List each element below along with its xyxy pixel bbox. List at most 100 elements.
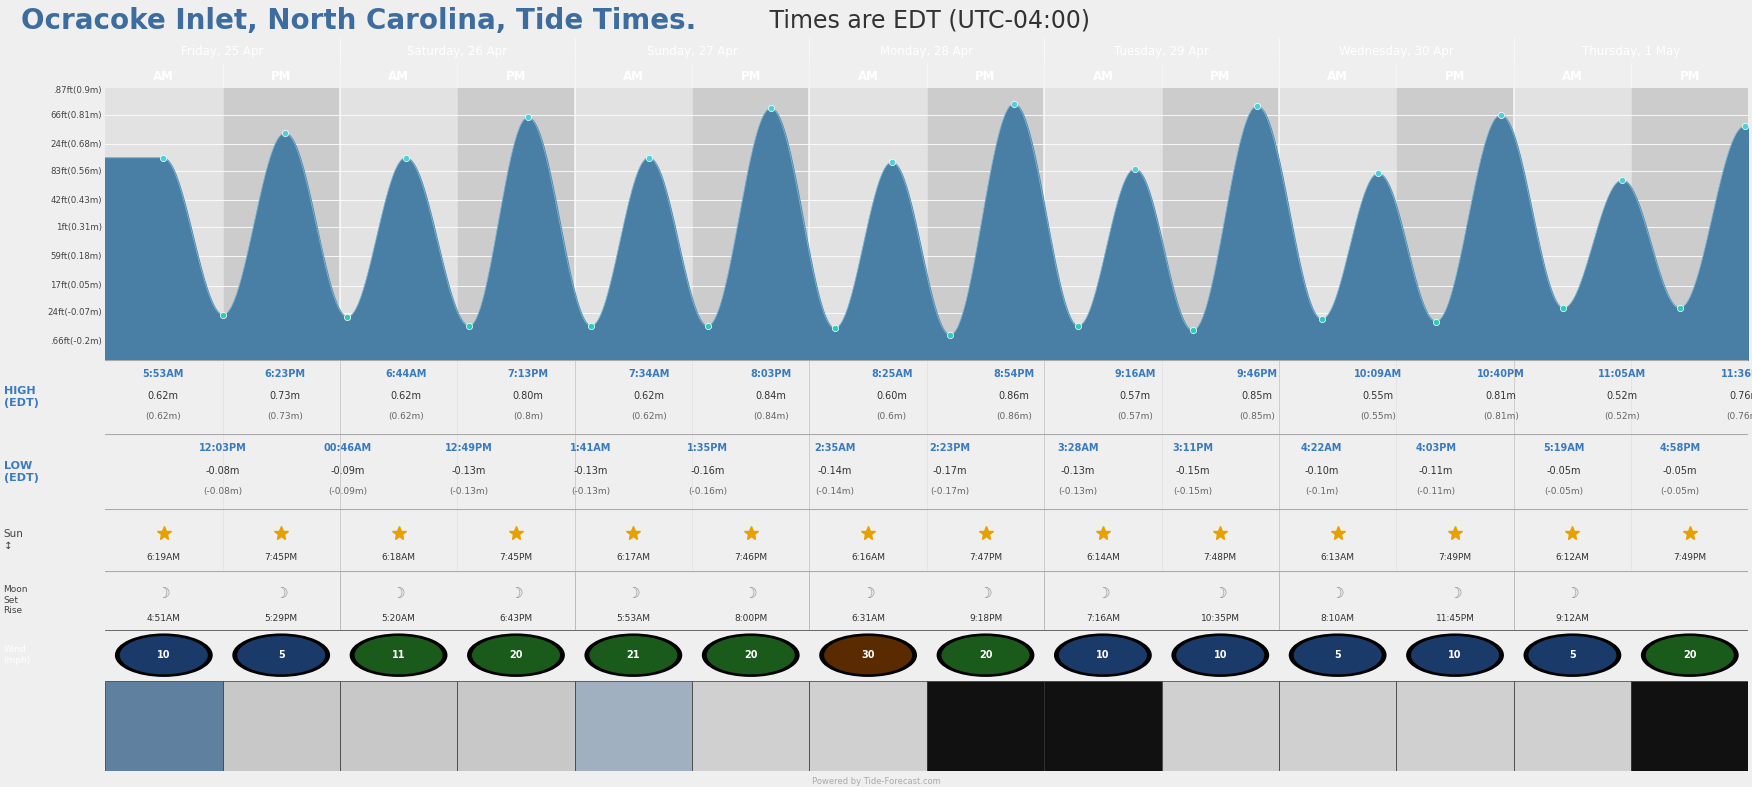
Bar [809,88,927,360]
Text: Wind
(mph): Wind (mph) [4,645,32,665]
Text: 9:46PM: 9:46PM [1237,368,1277,379]
Bar [809,681,927,771]
Text: ☽: ☽ [275,586,287,600]
Bar [457,681,575,771]
Text: 9:16AM: 9:16AM [1114,368,1156,379]
Text: 7:47PM: 7:47PM [969,552,1002,562]
Text: ☽: ☽ [627,586,639,600]
Text: (0.8m): (0.8m) [513,412,543,421]
Text: (-0.13m): (-0.13m) [571,486,611,496]
Text: PM: PM [1680,70,1699,83]
Text: 11:05AM: 11:05AM [1598,368,1647,379]
Text: 9:12AM: 9:12AM [1556,615,1589,623]
Text: 6:17AM: 6:17AM [617,552,650,562]
Text: AM: AM [624,70,643,83]
Text: 7:49PM: 7:49PM [1673,552,1706,562]
Text: 9:18PM: 9:18PM [969,615,1002,623]
Text: AM: AM [1093,70,1113,83]
Text: Thursday, 1 May: Thursday, 1 May [1582,45,1680,58]
Text: Powered by Tide-Forecast.com: Powered by Tide-Forecast.com [811,777,941,785]
Text: (0.52m): (0.52m) [1605,412,1640,421]
Text: 0.76m: 0.76m [1729,391,1752,401]
Ellipse shape [1293,636,1382,674]
Ellipse shape [468,634,564,677]
Text: 10:40PM: 10:40PM [1477,368,1524,379]
Text: 0.62m: 0.62m [632,391,664,401]
Text: -0.09m: -0.09m [329,466,364,476]
Text: 10: 10 [158,650,170,660]
Ellipse shape [237,636,326,674]
Text: 5: 5 [1570,650,1575,660]
Bar [1396,88,1514,360]
Text: ☽: ☽ [1214,586,1226,600]
Text: ☽: ☽ [1332,586,1344,600]
Ellipse shape [1645,636,1734,674]
Text: 10: 10 [1214,650,1226,660]
Text: Moon
Set
Rise: Moon Set Rise [4,586,28,615]
Text: (0.84m): (0.84m) [753,412,788,421]
Text: 0.81m: 0.81m [1486,391,1515,401]
Text: 10: 10 [1097,650,1109,660]
Ellipse shape [119,636,208,674]
Text: AM: AM [154,70,173,83]
Ellipse shape [1055,634,1151,677]
Bar [927,88,1044,360]
Bar [1631,88,1748,360]
Text: 6:44AM: 6:44AM [385,368,426,379]
Ellipse shape [350,634,447,677]
Text: (-0.13m): (-0.13m) [1058,486,1099,496]
Text: 5: 5 [1335,650,1340,660]
Text: PM: PM [506,70,526,83]
Bar [340,88,457,360]
Bar [927,681,1044,771]
Text: (0.62m): (0.62m) [631,412,666,421]
Text: 0.52m: 0.52m [1607,391,1638,401]
Text: (-0.14m): (-0.14m) [815,486,855,496]
Ellipse shape [706,636,795,674]
Ellipse shape [233,634,329,677]
Ellipse shape [589,636,678,674]
Text: -0.13m: -0.13m [1062,466,1095,476]
Text: -0.05m: -0.05m [1663,466,1698,476]
Text: (0.86m): (0.86m) [995,412,1032,421]
Text: (0.6m): (0.6m) [876,412,908,421]
Text: 10:09AM: 10:09AM [1354,368,1402,379]
Text: -0.11m: -0.11m [1419,466,1452,476]
Text: ☽: ☽ [510,586,522,600]
Ellipse shape [820,634,916,677]
Text: (-0.08m): (-0.08m) [203,486,242,496]
Text: HIGH
(EDT): HIGH (EDT) [4,386,39,408]
Ellipse shape [471,636,561,674]
Bar [223,88,340,360]
Text: AM: AM [1328,70,1347,83]
Text: ☽: ☽ [392,586,405,600]
Text: 4:22AM: 4:22AM [1302,443,1342,453]
Ellipse shape [116,634,212,677]
Text: 7:13PM: 7:13PM [508,368,548,379]
Text: 0.80m: 0.80m [512,391,543,401]
Bar [223,681,340,771]
Text: -0.17m: -0.17m [932,466,967,476]
Text: 5:20AM: 5:20AM [382,615,415,623]
Text: -0.08m: -0.08m [205,466,240,476]
Text: PM: PM [741,70,760,83]
Text: 8:10AM: 8:10AM [1321,615,1354,623]
Text: 0.57m: 0.57m [1120,391,1151,401]
Ellipse shape [1407,634,1503,677]
Text: 12:03PM: 12:03PM [200,443,247,453]
Ellipse shape [1058,636,1148,674]
Text: 0.62m: 0.62m [147,391,179,401]
Bar [105,681,223,771]
Bar [105,88,223,360]
Text: PM: PM [272,70,291,83]
Text: Tuesday, 29 Apr: Tuesday, 29 Apr [1114,45,1209,58]
Text: ☽: ☽ [1566,586,1579,600]
Text: -0.15m: -0.15m [1176,466,1211,476]
Text: (0.85m): (0.85m) [1239,412,1275,421]
Text: 42ft(0.43m): 42ft(0.43m) [51,196,102,205]
Text: -0.05m: -0.05m [1547,466,1580,476]
Ellipse shape [354,636,443,674]
Text: 11:45PM: 11:45PM [1435,615,1475,623]
Text: 6:16AM: 6:16AM [851,552,885,562]
Ellipse shape [585,634,682,677]
